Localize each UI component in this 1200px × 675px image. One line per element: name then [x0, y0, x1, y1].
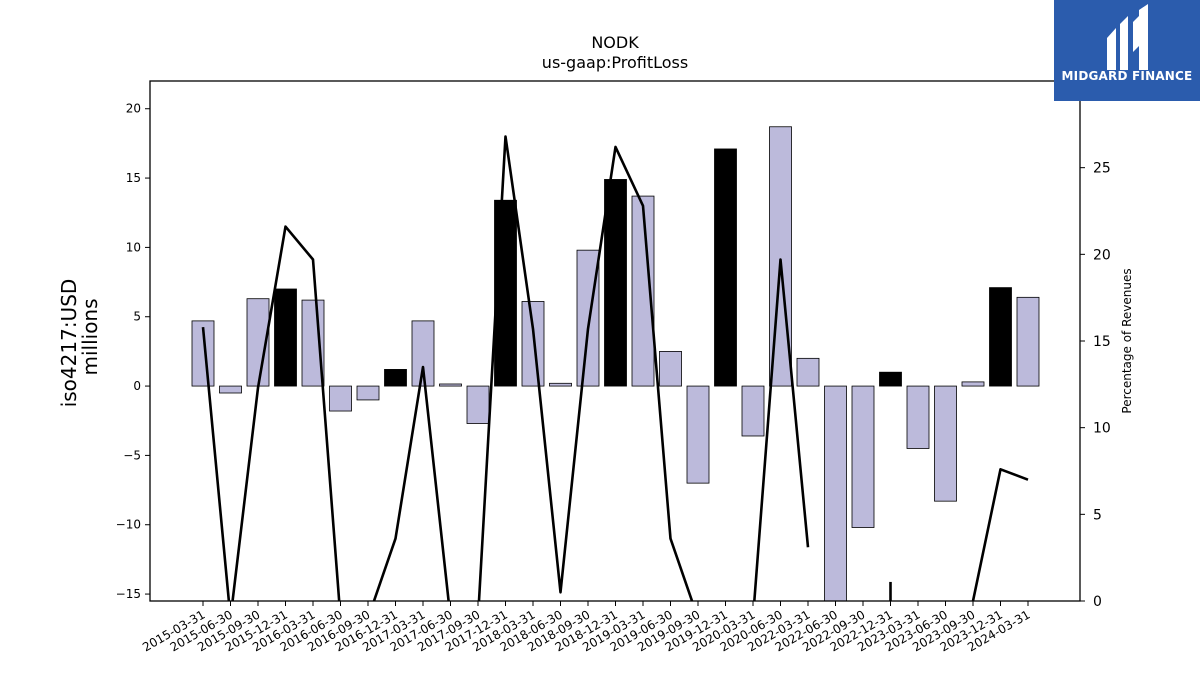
y-tick-label: 5 [133, 310, 141, 324]
logo-mark-icon [1107, 4, 1148, 70]
bar-2023-03-31 [906, 385, 930, 449]
midgard-finance-logo: MIDGARD FINANCE [1054, 0, 1200, 101]
y2-tick-label: 10 [1093, 421, 1111, 437]
bar-2019-12-31 [714, 148, 737, 387]
bar-2024-03-31 [1016, 296, 1040, 387]
bar-2022-12-31 [879, 371, 902, 387]
bar-2015-03-31 [191, 320, 215, 387]
y-tick-label: 15 [126, 171, 141, 185]
bar-2020-03-31 [741, 385, 765, 437]
bar-2016-12-31 [384, 369, 407, 387]
y-tick-label: −15 [116, 587, 141, 601]
y-tick-label: 0 [133, 379, 141, 393]
y-tick-label: −5 [123, 448, 141, 462]
y2-tick-label: 5 [1093, 507, 1102, 523]
percentage-line-segment-2 [971, 468, 1029, 601]
bar-2023-09-30 [961, 381, 985, 387]
y-tick-label: 20 [126, 102, 141, 116]
bar-2023-12-31 [989, 287, 1012, 387]
bar-2017-03-31 [411, 320, 435, 387]
bar-2017-06-30 [439, 383, 462, 387]
y2-axis-label: Percentage of Revenues [1120, 268, 1134, 413]
y2-tick-label: 25 [1093, 161, 1111, 177]
bar-2023-06-30 [934, 385, 957, 502]
bar-2015-06-30 [219, 385, 242, 394]
bar-2019-03-31 [631, 195, 655, 387]
y2-tick-label: 15 [1093, 334, 1111, 350]
plot-frame [149, 80, 1081, 602]
percentage-line-segment-0 [201, 135, 810, 601]
chart-title: NODK [591, 33, 639, 52]
bar-2019-09-30 [686, 385, 710, 484]
bar-2016-06-30 [329, 385, 352, 412]
bar-2018-03-31 [521, 301, 545, 387]
y-tick-label: −10 [116, 518, 141, 532]
y-axis-unit: millions [78, 298, 102, 375]
bar-2022-09-30 [851, 385, 875, 528]
y2-tick-label: 20 [1093, 247, 1111, 263]
bar-2016-09-30 [356, 385, 380, 401]
bar-2015-12-31 [274, 288, 297, 387]
bar-2018-12-31 [604, 179, 627, 387]
bar-2022-06-30 [824, 385, 847, 602]
bar-2019-06-30 [659, 350, 682, 387]
y-axis-label: iso4217:USD [57, 279, 81, 408]
bar-2018-06-30 [549, 382, 572, 387]
bar-2017-09-30 [466, 385, 490, 424]
chart-subtitle: us-gaap:ProfitLoss [542, 53, 688, 72]
y2-tick-label: 0 [1093, 594, 1102, 610]
logo-text: MIDGARD FINANCE [1061, 69, 1193, 83]
y-tick-label: 10 [126, 240, 141, 254]
bar-2022-03-31 [796, 357, 820, 387]
